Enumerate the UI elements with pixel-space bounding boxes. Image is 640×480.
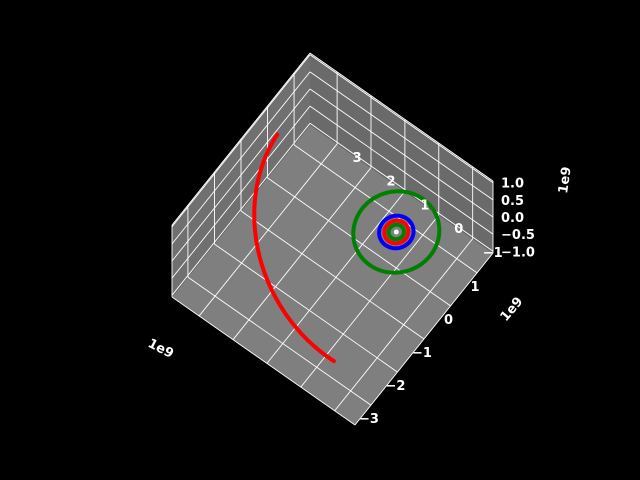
grid-line-z bbox=[309, 88, 494, 218]
grid-line-z bbox=[171, 54, 311, 227]
pane-edge bbox=[354, 252, 494, 426]
chart-panes bbox=[172, 53, 493, 425]
chart-series bbox=[252, 132, 442, 364]
y-tick-label: −1 bbox=[483, 246, 503, 261]
grid-line-x bbox=[214, 243, 398, 373]
grid-line-y bbox=[232, 167, 372, 340]
series-line-4 bbox=[386, 222, 407, 242]
grid-line-x bbox=[187, 276, 372, 406]
z-tick-label: −1.0 bbox=[501, 245, 535, 260]
y-offset-label: 1e9 bbox=[498, 294, 527, 324]
pane-edge bbox=[171, 296, 356, 426]
grid-line-y bbox=[334, 238, 474, 412]
z-tick-label: −0.5 bbox=[501, 228, 535, 243]
grid-line-z bbox=[171, 88, 311, 262]
series-line-0 bbox=[252, 132, 336, 364]
series-line-3 bbox=[382, 218, 411, 246]
pane-edge bbox=[171, 52, 311, 226]
grid-line-z bbox=[309, 71, 494, 201]
z-tick-label: 0.0 bbox=[501, 211, 524, 226]
chart-grid bbox=[171, 52, 494, 426]
z-tick-label: 0.5 bbox=[501, 194, 524, 209]
x-tick-label: −2 bbox=[385, 379, 405, 394]
x-offset-label: 1e9 bbox=[145, 336, 176, 362]
y-tick-label: 2 bbox=[386, 175, 395, 190]
grid-line-y bbox=[266, 191, 406, 364]
x-tick-label: −3 bbox=[359, 412, 379, 427]
grid-line-z bbox=[171, 71, 311, 245]
pane-edge bbox=[309, 52, 494, 182]
grid-line-z bbox=[309, 105, 494, 235]
grid-line-z bbox=[171, 105, 311, 279]
z-offset-label: 1e9 bbox=[556, 166, 575, 195]
x-tick-label: 0 bbox=[444, 313, 453, 328]
series-point bbox=[393, 229, 399, 235]
grid-line-y bbox=[300, 214, 440, 388]
grid-line-x bbox=[267, 177, 451, 307]
grid-line-x bbox=[293, 144, 478, 274]
grid-line-z bbox=[309, 122, 494, 252]
x-tick-label: 1 bbox=[471, 280, 480, 295]
x-tick-label: −1 bbox=[412, 346, 432, 361]
y-tick-label: 0 bbox=[454, 222, 463, 237]
series-line-2 bbox=[377, 213, 416, 251]
grid-line-y bbox=[198, 143, 338, 317]
y-tick-label: 1 bbox=[420, 198, 429, 213]
grid-line-x bbox=[240, 210, 425, 340]
y-tick-label: 3 bbox=[353, 151, 362, 166]
grid-line-z bbox=[171, 123, 311, 296]
chart-tick-labels: −3 −2 −1 0 1 −1 0 1 2 3 −1.0 −0.5 0.0 0.5 1.0 bbox=[353, 151, 535, 427]
grid-line-z bbox=[309, 54, 494, 184]
z-tick-label: 1.0 bbox=[501, 177, 524, 192]
series-line-1 bbox=[351, 189, 442, 275]
